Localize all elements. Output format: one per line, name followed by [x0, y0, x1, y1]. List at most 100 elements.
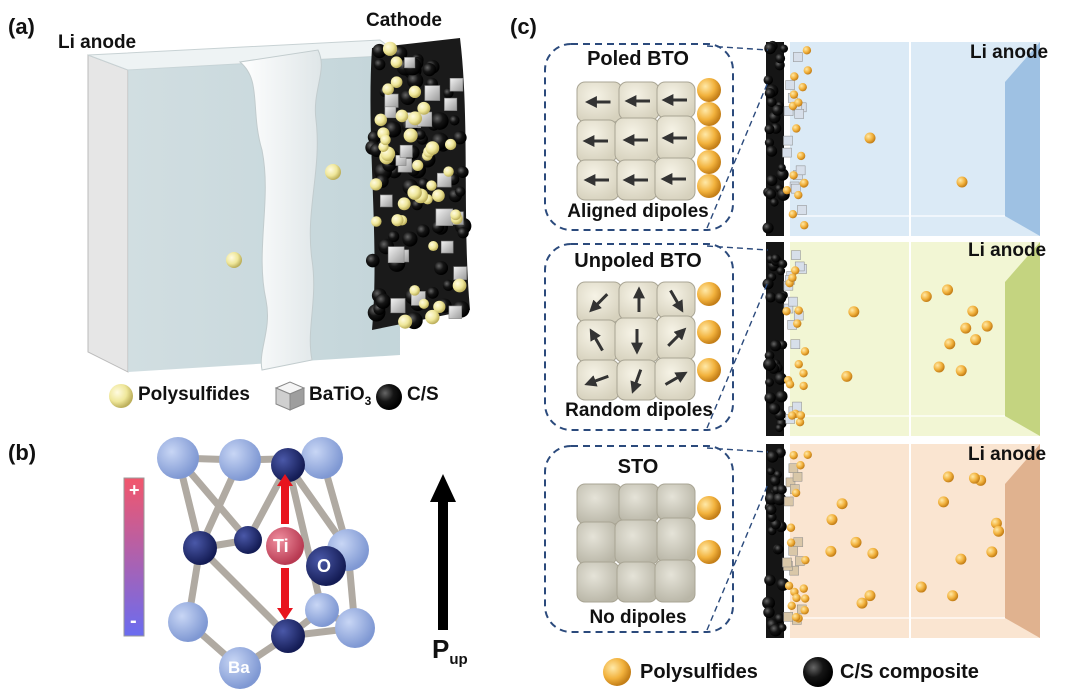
panel-b-letter: (b)	[8, 440, 37, 465]
ba-atom-labeled	[219, 647, 261, 689]
carbon-particle	[449, 115, 460, 126]
carbon-particle	[764, 42, 777, 55]
carbon-particle	[774, 544, 784, 554]
legend-batio3: BaTiO3	[309, 384, 372, 408]
polysulfide-particle	[425, 141, 440, 155]
polysulfide-particle	[947, 590, 959, 602]
polysulfide-particle	[796, 411, 806, 420]
polysulfide-particle	[407, 185, 422, 200]
polysulfide-particle	[390, 56, 403, 69]
panel-c-cells	[544, 40, 1040, 638]
carbon-particle	[779, 44, 789, 53]
polysulfide-particle	[800, 606, 809, 615]
batio3-cube-icon	[274, 381, 306, 411]
carbon-particle	[774, 613, 785, 624]
batio3-cube	[792, 401, 802, 412]
polysulfide-particle	[369, 178, 383, 191]
li-anode-label-c1: Li anode	[970, 42, 1049, 63]
carbon-particle	[764, 87, 776, 99]
polysulfide-particle	[450, 209, 462, 221]
batio3-cube	[444, 97, 458, 111]
legend-cs: C/S	[407, 384, 439, 405]
panel-c-letter: (c)	[510, 14, 537, 39]
carbon-particle	[764, 574, 776, 586]
polysulfide-particle	[967, 305, 979, 317]
carbon-particle	[769, 339, 782, 352]
perovskite-unit-cell	[157, 437, 375, 689]
polysulfide-particle	[785, 380, 795, 389]
polysulfide-particle	[226, 252, 242, 268]
o-atom	[183, 531, 217, 565]
polysulfide-particle	[848, 306, 860, 318]
polysulfide-particle	[850, 536, 862, 548]
inset-connector	[706, 483, 769, 631]
electrolyte-box	[790, 444, 1040, 638]
carbon-particle	[422, 62, 437, 77]
polysulfide-particle	[794, 98, 803, 107]
carbon-particle	[375, 293, 391, 309]
polysulfide-particle	[802, 46, 812, 55]
polysulfide-particle	[968, 472, 980, 484]
carbon-particle	[457, 227, 469, 239]
polysulfide-particle	[418, 298, 429, 309]
batio3-cube	[793, 52, 803, 62]
inset-caption-none: No dipoles	[589, 607, 687, 628]
batio3-cube	[448, 305, 462, 319]
polysulfide-particle	[788, 273, 797, 282]
polysulfide-particle	[800, 221, 809, 230]
carbon-particle	[774, 372, 787, 385]
polysulfide-particle	[796, 461, 805, 470]
inset-connector	[706, 281, 769, 429]
li-anode-label-c3: Li anode	[968, 444, 1047, 465]
polysulfide-particle	[432, 189, 445, 202]
red-displacement-arrows	[277, 474, 293, 620]
inset-connector	[706, 447, 769, 453]
polysulfide-particle	[789, 90, 799, 99]
batio3-cube	[791, 250, 801, 260]
polysulfide-particle	[787, 411, 797, 420]
polysulfide-particle	[942, 284, 954, 296]
carbon-particle	[775, 390, 788, 403]
separator-sheet	[238, 49, 322, 371]
polysulfide-particle	[955, 365, 967, 377]
polysulfide-particle	[799, 369, 808, 378]
polysulfide-particle	[920, 291, 932, 303]
adsorbed-polysulfide	[697, 320, 721, 344]
polysulfide-particle	[417, 101, 431, 115]
inset-title-sto: STO	[617, 456, 659, 478]
ba-atom	[335, 608, 375, 648]
polysulfide-particle	[390, 76, 403, 88]
polysulfide-particle	[382, 83, 394, 96]
batio3-cube	[435, 208, 453, 226]
polysulfide-particle	[789, 171, 798, 180]
dipole-arrow	[589, 293, 609, 313]
polysulfide-particle	[800, 347, 810, 356]
polysulfide-particle	[864, 590, 876, 602]
carbon-particle	[773, 492, 787, 506]
electrolyte-box	[790, 42, 1040, 236]
polarization-color-bar	[123, 477, 145, 637]
polysulfide-particle	[793, 319, 802, 328]
polysulfide-particle	[799, 381, 808, 391]
o-atom	[234, 526, 262, 554]
inset-connector	[706, 81, 769, 229]
polysulfide-particle	[933, 361, 945, 373]
carbon-particle	[765, 188, 777, 200]
o-atom	[271, 619, 305, 653]
dipole-arrow	[584, 374, 609, 387]
batio3-cube	[783, 135, 793, 146]
carbon-particle	[766, 450, 779, 463]
polysulfide-particle	[825, 545, 837, 557]
polysulfide-particle	[380, 134, 391, 146]
grain	[656, 517, 696, 563]
inset-title-poled: Poled BTO	[587, 48, 689, 70]
polysulfide-particle	[433, 300, 446, 313]
grain	[656, 483, 696, 521]
polysulfide-particle	[792, 593, 801, 603]
carbon-particle	[776, 266, 786, 276]
polysulfide-particle	[956, 176, 968, 188]
carbon-particle	[765, 504, 777, 515]
carbon-particle	[373, 58, 386, 71]
cs-legend-icon	[376, 384, 402, 410]
